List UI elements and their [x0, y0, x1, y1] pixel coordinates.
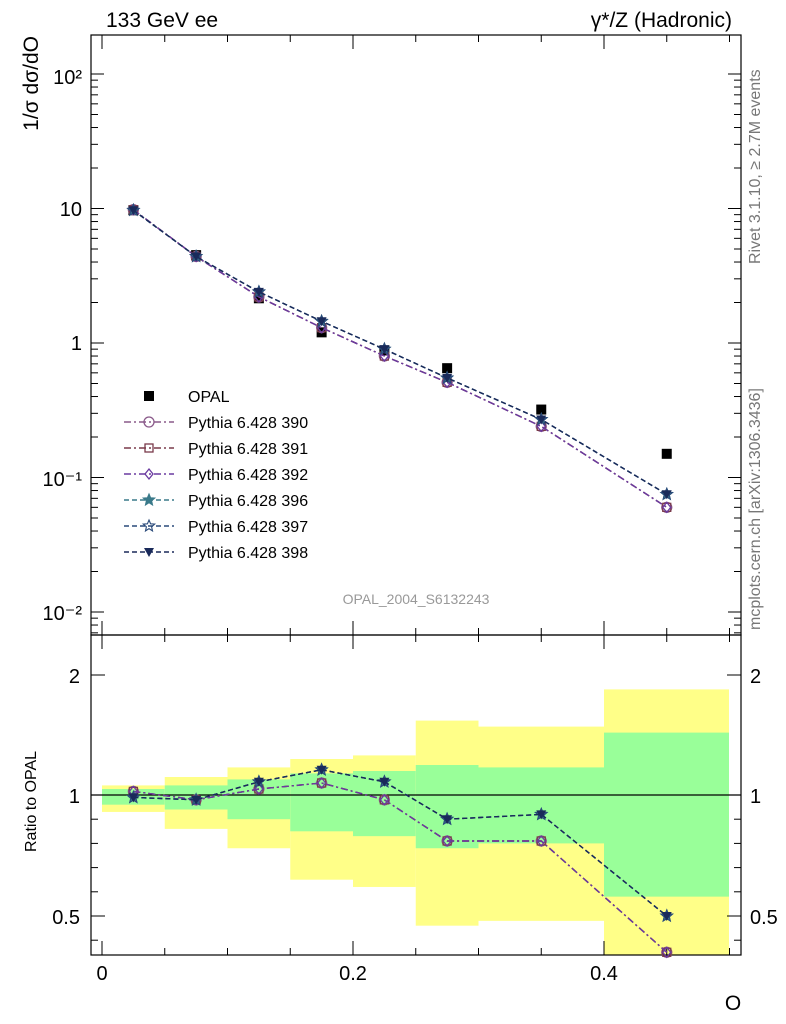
ratio-point-2-2 — [254, 782, 264, 796]
main-point-0-6 — [536, 404, 547, 415]
ratio-series-5 — [128, 765, 672, 921]
header-right-title: γ*/Z (Hadronic) — [591, 9, 732, 32]
ratio-tick-label-2-left: 2 — [69, 666, 80, 688]
ratio-panel: Ratio to OPAL 2 1 0.5 2 1 0.5 0 0.2 0.4 … — [23, 634, 778, 1015]
legend-entry-3: Pythia 6.428 392 — [124, 467, 308, 484]
main-series-2 — [128, 205, 672, 512]
legend-label-2: Pythia 6.428 391 — [188, 441, 308, 458]
legend-marker-1 — [143, 416, 155, 428]
main-point-6-6 — [536, 415, 547, 425]
main-point-3-6 — [536, 420, 547, 433]
watermark: OPAL_2004_S6132243 — [343, 591, 490, 607]
legend-marker-5 — [141, 518, 157, 533]
ratio-point-5-5 — [442, 815, 453, 825]
ratio-series-line-2 — [133, 782, 668, 953]
main-point-3-7 — [661, 501, 672, 514]
ratio-tick-label-1-left: 1 — [69, 786, 80, 808]
ratio-point-5-1 — [191, 795, 202, 805]
main-point-3-4 — [379, 349, 390, 363]
ratio-tick-label-2-right: 2 — [750, 666, 761, 688]
x-tick-label-0.4: 0.4 — [590, 963, 618, 985]
ratio-point-2-6 — [536, 834, 547, 848]
main-point-0-7 — [661, 448, 672, 459]
main-point-6-1 — [191, 252, 202, 262]
legend-entry-1: Pythia 6.428 390 — [124, 415, 308, 432]
legend-label-4: Pythia 6.428 396 — [188, 493, 308, 510]
main-tick-label-100: 10² — [53, 67, 82, 89]
legend-label-6: Pythia 6.428 398 — [188, 545, 308, 562]
ratio-tick-label-1-right: 1 — [750, 786, 761, 808]
legend-entry-5: Pythia 6.428 397 — [124, 518, 308, 536]
header-left-title: 133 GeV ee — [106, 9, 218, 32]
main-ticks — [91, 35, 741, 635]
ratio-point-2-3 — [316, 776, 327, 790]
main-point-6-2 — [253, 287, 264, 297]
legend-label-0: OPAL — [188, 389, 230, 406]
main-series-line-1 — [132, 209, 668, 508]
ratio-ticks — [91, 635, 741, 955]
legend: OPAL Pythia 6.428 390 Pythia 6.428 391 Pyth… — [124, 389, 308, 562]
main-series-line-3 — [132, 209, 668, 508]
main-tick-label-1: 1 — [71, 333, 82, 355]
ratio-point-5-0 — [128, 793, 139, 803]
ratio-series — [126, 762, 674, 959]
ratio-ylabel: Ratio to OPAL — [23, 751, 40, 852]
ratio-tick-label-0.5-right: 0.5 — [750, 907, 778, 929]
ratio-point-5-7 — [661, 912, 672, 921]
main-tick-label-10: 10 — [60, 199, 82, 221]
ratio-band-green-3 — [290, 773, 353, 832]
ratio-point-2-5 — [442, 834, 452, 848]
legend-marker-4 — [141, 492, 157, 507]
legend-marker-3 — [144, 467, 154, 481]
x-tick-label-0: 0 — [96, 963, 107, 985]
legend-entry-2: Pythia 6.428 391 — [124, 441, 308, 458]
main-tick-label-0.01: 10⁻² — [43, 603, 83, 625]
main-panel: 1/σ dσ/dO 10² 10 1 10⁻¹ 10⁻² OPAL_2004_S… — [20, 34, 742, 636]
ratio-point-5-2 — [253, 777, 264, 787]
x-axis-label: O — [725, 992, 741, 1015]
legend-marker-2 — [144, 443, 154, 453]
mcplots-label: mcplots.cern.ch [arXiv:1306.3436] — [747, 388, 764, 630]
main-series-line-2 — [132, 209, 668, 508]
main-point-6-5 — [442, 373, 453, 383]
main-point-6-7 — [661, 490, 672, 500]
ratio-point-2-4 — [379, 793, 390, 806]
ratio-band-green-6 — [478, 767, 604, 844]
main-point-0-5 — [442, 363, 453, 374]
ratio-band-green-7 — [604, 732, 729, 897]
main-point-6-0 — [128, 206, 139, 216]
ratio-point-5-6 — [536, 810, 547, 820]
main-point-2-7 — [662, 502, 672, 512]
main-point-6-3 — [316, 317, 327, 327]
main-series-6 — [128, 206, 672, 500]
ratio-point-5-4 — [379, 777, 390, 787]
main-series — [126, 202, 674, 514]
ratio-point-2-7 — [661, 946, 672, 959]
legend-entry-4: Pythia 6.428 396 — [124, 492, 308, 510]
legend-label-3: Pythia 6.428 392 — [188, 467, 308, 484]
legend-label-5: Pythia 6.428 397 — [188, 519, 308, 536]
rivet-label: Rivet 3.1.10, ≥ 2.7M events — [747, 69, 764, 264]
main-tick-label-0.1: 10⁻¹ — [43, 469, 83, 491]
main-point-6-4 — [379, 345, 390, 355]
ratio-tick-label-0.5-left: 0.5 — [52, 907, 80, 929]
legend-marker-6 — [144, 548, 154, 557]
main-ylabel: 1/σ dσ/dO — [20, 36, 43, 131]
legend-marker-0 — [144, 391, 154, 401]
legend-label-1: Pythia 6.428 390 — [188, 415, 308, 432]
x-tick-label-0.2: 0.2 — [339, 963, 367, 985]
main-point-0-2 — [253, 293, 264, 304]
legend-entry-6: Pythia 6.428 398 — [124, 545, 308, 562]
ratio-frame — [90, 634, 742, 956]
ratio-series-line-5 — [133, 769, 668, 917]
main-series-line-6 — [132, 209, 668, 495]
ratio-point-5-3 — [316, 765, 327, 775]
legend-entry-0: OPAL — [144, 389, 230, 406]
ratio-bands — [102, 689, 729, 955]
